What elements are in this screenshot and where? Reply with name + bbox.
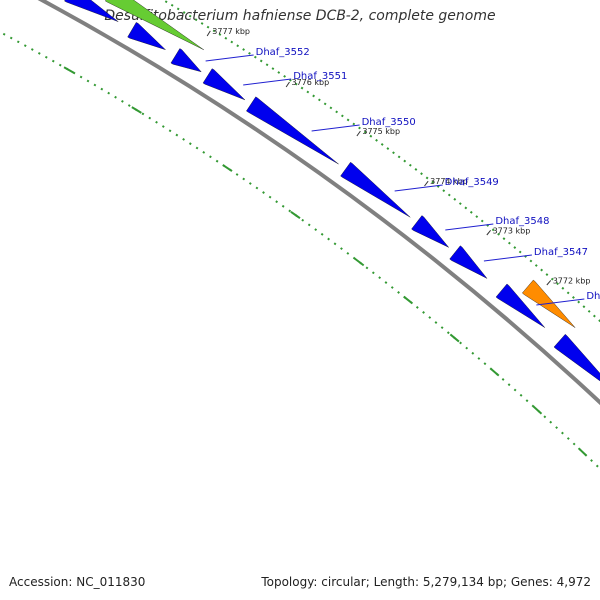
- gc-content-segment: [131, 106, 142, 114]
- cds-feature: [340, 161, 411, 218]
- cds-feature: [202, 68, 246, 101]
- kbp-tick-mark: [546, 280, 552, 286]
- cds-feature: [105, 0, 204, 50]
- gene-leader-line: [205, 54, 254, 62]
- cds-feature: [411, 215, 449, 248]
- gene-leader-line: [445, 223, 494, 231]
- cds-feature: [553, 334, 600, 382]
- gene-label: Dhaf_3548: [495, 216, 549, 227]
- gene-label: Dhaf_3547: [534, 247, 588, 258]
- gc-content-segment: [222, 164, 233, 172]
- gene-label: Dhaf_3550: [362, 117, 416, 128]
- gene-label: Dhaf_3549: [445, 177, 499, 188]
- gc-content-segment: [63, 66, 75, 74]
- gc-content-segment: [532, 405, 543, 415]
- kbp-tick-label: 3775 kbp: [362, 127, 400, 136]
- gene-label: Dhaf_3546: [586, 291, 600, 302]
- kbp-tick-mark: [356, 130, 361, 137]
- gene-leader-line: [394, 184, 443, 192]
- kbp-tick-mark: [206, 30, 211, 37]
- accession-text: Accession: NC_011830: [9, 575, 145, 589]
- map-title: Desulfitobacterium hafniense DCB-2, comp…: [104, 8, 496, 24]
- gc-content-segment: [449, 333, 460, 343]
- kbp-tick-label: 3777 kbp: [212, 27, 250, 36]
- gene-label: Dhaf_3551: [293, 71, 347, 82]
- kbp-tick-label: 3776 kbp: [291, 78, 329, 87]
- gc-content-segment: [354, 257, 365, 267]
- kbp-tick-label: 3773 kbp: [493, 226, 531, 235]
- gc-content-segment: [403, 295, 414, 305]
- cds-feature: [170, 48, 202, 73]
- accession-label: Accession:: [9, 575, 73, 589]
- accession-value: NC_011830: [76, 575, 146, 589]
- topology-value: circular: [321, 575, 366, 589]
- cds-feature: [127, 22, 166, 50]
- kbp-tick-mark: [285, 81, 290, 88]
- kbp-tick-mark: [424, 180, 429, 187]
- gene-leader-line: [311, 124, 360, 132]
- cds-feature: [495, 283, 545, 328]
- length-label: Length:: [373, 575, 420, 589]
- genes-value: 4,972: [556, 575, 591, 589]
- gc-content-segment: [290, 210, 301, 220]
- gene-leader-line: [483, 254, 532, 262]
- genes-label: Genes:: [510, 575, 553, 589]
- length-value: 5,279,134 bp: [422, 575, 503, 589]
- cds-feature: [246, 96, 339, 165]
- gene-label: Dhaf_3552: [256, 47, 310, 58]
- genome-backbone: [37, 0, 600, 406]
- cds-feature: [449, 245, 488, 279]
- gene-leader-line: [243, 78, 292, 86]
- gc-content-segment: [489, 367, 500, 377]
- kbp-tick-mark: [486, 230, 491, 236]
- gc-content-track: [161, 0, 600, 323]
- cds-feature: [64, 0, 119, 22]
- topology-label: Topology:: [261, 575, 318, 589]
- genome-summary: Topology: circular; Length: 5,279,134 bp…: [261, 575, 591, 589]
- kbp-tick-label: 3774 kbp: [430, 177, 468, 186]
- gene-leader-line: [536, 298, 585, 306]
- gc-content-segment: [577, 447, 588, 457]
- kbp-tick-label: 3772 kbp: [553, 276, 591, 285]
